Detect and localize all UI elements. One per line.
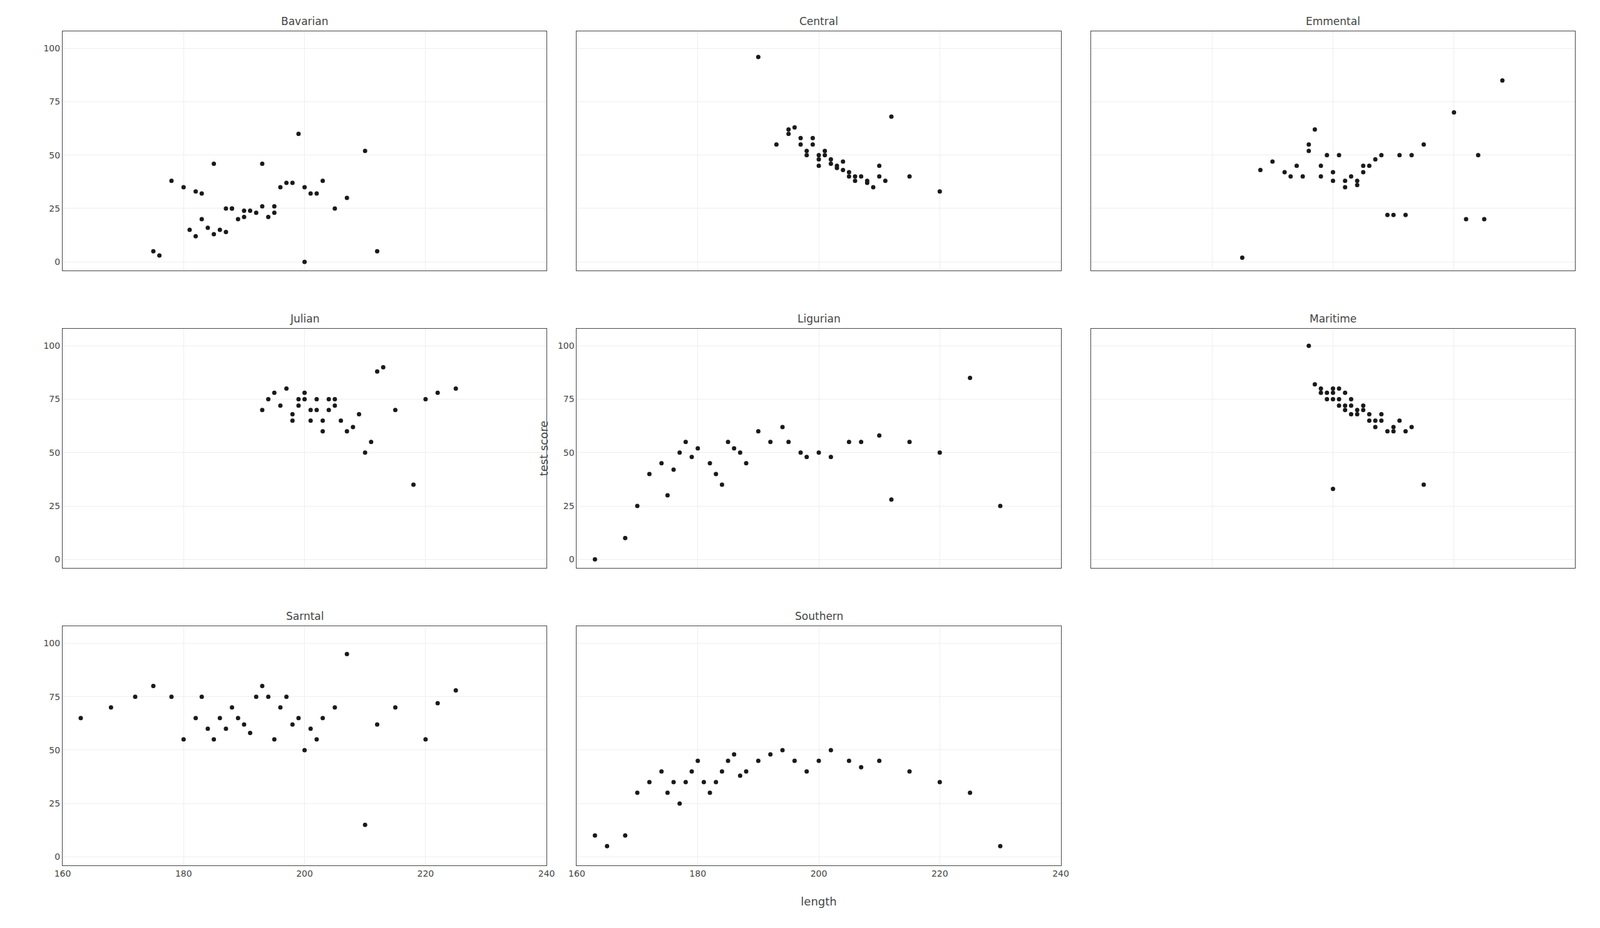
svg-text:220: 220: [931, 868, 949, 879]
svg-text:0: 0: [54, 851, 61, 862]
svg-text:75: 75: [48, 96, 61, 107]
svg-text:Emmental: Emmental: [1305, 15, 1361, 28]
svg-text:50: 50: [48, 744, 61, 755]
svg-text:Central: Central: [799, 15, 839, 28]
svg-text:180: 180: [175, 868, 193, 879]
svg-text:50: 50: [563, 447, 575, 458]
svg-text:50: 50: [48, 150, 61, 161]
svg-text:Bavarian: Bavarian: [281, 15, 329, 28]
svg-text:25: 25: [48, 798, 61, 809]
svg-text:160: 160: [54, 868, 72, 879]
svg-text:25: 25: [48, 500, 61, 511]
svg-text:25: 25: [48, 203, 61, 214]
svg-text:Southern: Southern: [794, 609, 844, 623]
svg-text:Sarntal: Sarntal: [286, 609, 324, 623]
svg-text:100: 100: [43, 637, 61, 648]
svg-text:0: 0: [54, 256, 61, 267]
svg-text:100: 100: [43, 43, 61, 54]
svg-text:Maritime: Maritime: [1309, 312, 1357, 325]
svg-text:75: 75: [48, 691, 61, 702]
svg-text:75: 75: [48, 393, 61, 404]
svg-text:240: 240: [1052, 868, 1070, 879]
svg-text:25: 25: [563, 500, 575, 511]
svg-text:180: 180: [689, 868, 707, 879]
svg-text:0: 0: [54, 553, 61, 565]
svg-text:240: 240: [538, 868, 556, 879]
svg-text:100: 100: [43, 340, 61, 351]
svg-text:length: length: [800, 894, 837, 908]
svg-text:220: 220: [416, 868, 434, 879]
svg-text:test score: test score: [537, 420, 551, 477]
svg-text:100: 100: [557, 340, 575, 351]
svg-text:160: 160: [568, 868, 586, 879]
svg-text:Ligurian: Ligurian: [797, 312, 841, 325]
svg-text:75: 75: [563, 393, 575, 404]
svg-text:200: 200: [296, 868, 313, 879]
svg-text:50: 50: [48, 447, 61, 458]
svg-text:200: 200: [810, 868, 828, 879]
svg-text:0: 0: [569, 553, 575, 565]
svg-text:Julian: Julian: [289, 312, 320, 325]
